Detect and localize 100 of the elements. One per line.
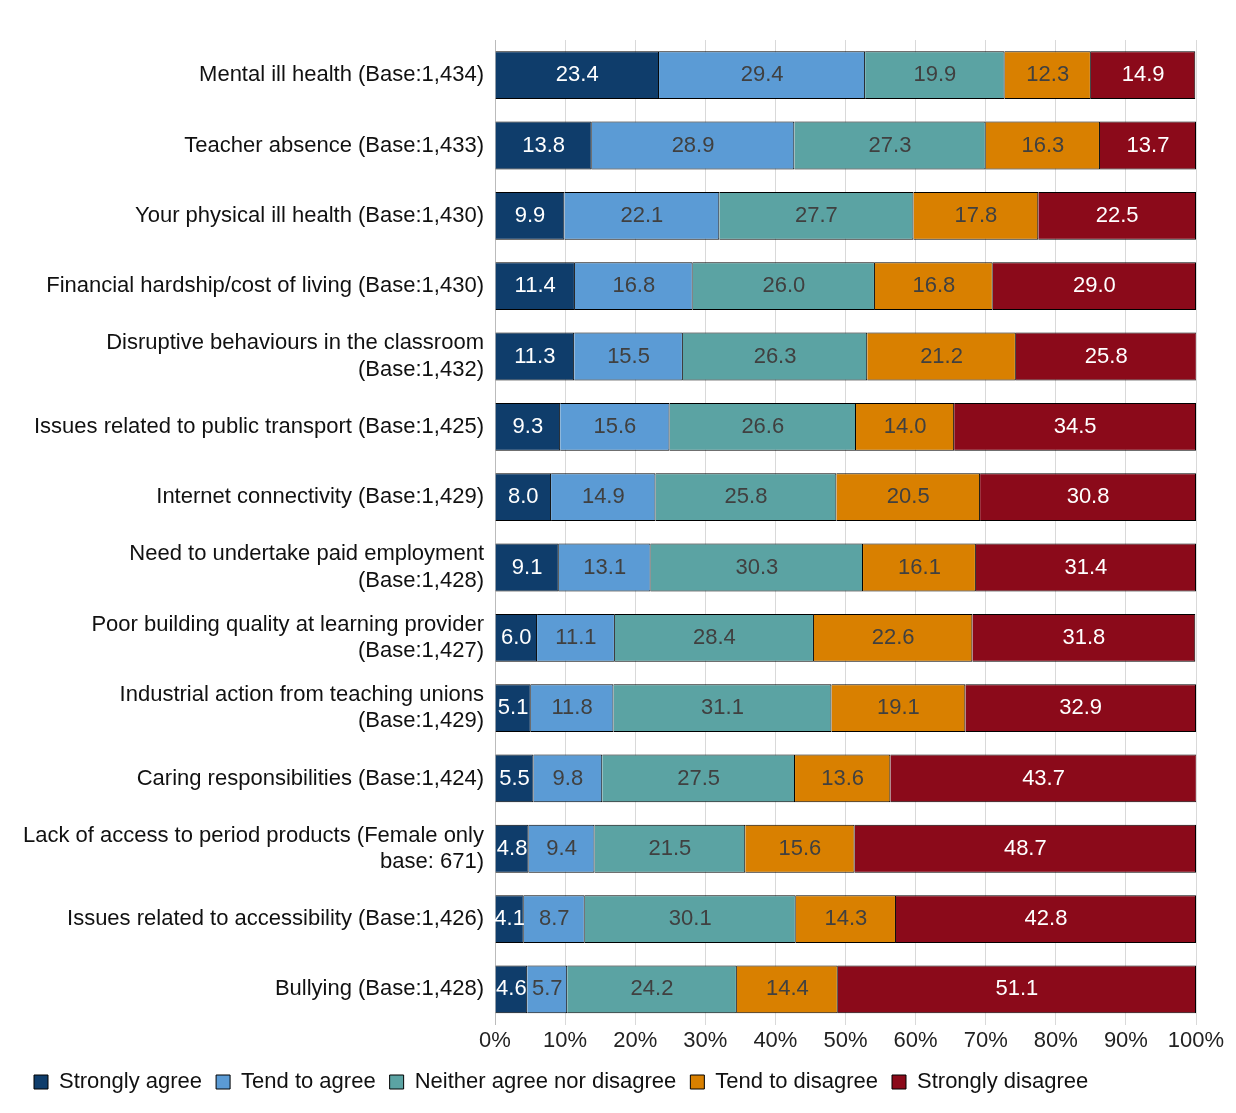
data-label: 9.8 xyxy=(552,764,584,790)
data-label: 27.3 xyxy=(868,131,912,157)
x-tick-label: 90% xyxy=(1103,1026,1148,1052)
x-tick-label: 80% xyxy=(1033,1026,1078,1052)
data-label: 5.1 xyxy=(497,694,529,720)
y-tick-label: Financial hardship/cost of living (Base:1,430) xyxy=(46,272,484,298)
data-label: 8.0 xyxy=(507,483,539,509)
data-label: 30.1 xyxy=(668,905,712,931)
y-tick-label: Internet connectivity (Base:1,429) xyxy=(156,483,484,509)
y-tick-label: Lack of access to period products (Female only base: 671) xyxy=(22,821,484,874)
data-label: 26.0 xyxy=(762,272,806,298)
data-label: 4.6 xyxy=(496,975,527,1001)
data-label: 15.6 xyxy=(593,412,637,438)
data-label: 25.8 xyxy=(724,483,768,509)
data-label: 9.3 xyxy=(512,412,544,438)
legend-label: Tend to agree xyxy=(241,1068,376,1094)
data-label: 14.3 xyxy=(824,905,868,931)
y-tick-label: Need to undertake paid employment (Base:1,428) xyxy=(129,540,484,592)
data-label: 16.8 xyxy=(612,272,656,298)
data-label: 9.4 xyxy=(546,834,577,860)
data-label: 13.1 xyxy=(583,553,627,579)
data-label: 27.5 xyxy=(677,764,721,790)
data-label: 12.3 xyxy=(1026,61,1070,87)
data-label: 43.7 xyxy=(1022,764,1065,790)
data-label: 51.1 xyxy=(995,975,1039,1001)
data-label: 30.3 xyxy=(735,553,779,579)
y-tick-label: Issues related to public transport (Base:1,425) xyxy=(33,412,484,438)
legend-label: Strongly disagree xyxy=(917,1068,1089,1094)
data-label: 13.7 xyxy=(1126,131,1170,157)
x-tick-label: 0% xyxy=(479,1026,511,1052)
data-label: 24.2 xyxy=(630,975,674,1001)
legend-label: Tend to disagree xyxy=(715,1068,879,1094)
y-tick-label: Issues related to accessibility (Base:1,426) xyxy=(67,905,484,931)
data-label: 26.3 xyxy=(753,342,797,368)
data-label: 30.8 xyxy=(1066,483,1110,509)
data-label: 28.9 xyxy=(671,131,715,157)
x-tick-label: 70% xyxy=(963,1026,1008,1052)
data-label: 31.4 xyxy=(1064,553,1108,579)
data-label: 28.4 xyxy=(693,623,736,649)
data-label: 8.7 xyxy=(538,905,570,931)
y-tick-label: Teacher absence (Base:1,433) xyxy=(184,131,484,157)
x-tick-label: 100% xyxy=(1167,1026,1225,1052)
data-label: 9.9 xyxy=(514,201,546,227)
data-label: 22.5 xyxy=(1095,201,1139,227)
y-tick-label: Disruptive behaviours in the classroom (Base:1,432) xyxy=(106,329,484,381)
x-tick-label: 10% xyxy=(543,1026,588,1052)
data-label: 14.4 xyxy=(765,975,809,1001)
data-label: 31.1 xyxy=(701,694,744,720)
data-label: 29.4 xyxy=(740,61,784,87)
data-label: 15.5 xyxy=(607,342,650,368)
data-label: 22.6 xyxy=(871,623,915,649)
y-tick-label: Your physical ill health (Base:1,430) xyxy=(135,201,484,227)
data-label: 21.5 xyxy=(648,834,692,860)
data-label: 21.2 xyxy=(920,342,963,368)
data-label: 29.0 xyxy=(1072,272,1116,298)
data-label: 9.1 xyxy=(511,553,543,579)
data-label: 17.8 xyxy=(954,201,998,227)
data-label: 23.4 xyxy=(555,61,599,87)
x-tick-label: 30% xyxy=(683,1026,728,1052)
data-label: 25.8 xyxy=(1084,342,1128,368)
x-tick-label: 60% xyxy=(893,1026,938,1052)
y-tick-label: Mental ill health (Base:1,434) xyxy=(199,61,484,87)
legend-label: Neither agree nor disagree xyxy=(414,1068,677,1094)
data-label: 16.1 xyxy=(898,553,941,579)
data-label: 48.7 xyxy=(1003,834,1047,860)
data-label: 34.5 xyxy=(1053,412,1097,438)
data-label: 16.8 xyxy=(912,272,956,298)
data-label: 14.9 xyxy=(1121,61,1165,87)
data-label: 11.8 xyxy=(551,694,593,720)
data-label: 11.4 xyxy=(514,272,556,298)
data-label: 13.6 xyxy=(821,764,865,790)
data-label: 5.5 xyxy=(499,764,530,790)
data-label: 15.6 xyxy=(778,834,822,860)
data-label: 5.7 xyxy=(531,975,563,1001)
data-label: 13.8 xyxy=(522,131,566,157)
data-label: 19.1 xyxy=(877,694,920,720)
data-label: 11.3 xyxy=(514,342,556,368)
legend-label: Strongly agree xyxy=(59,1068,203,1094)
y-tick-label: Bullying (Base:1,428) xyxy=(274,975,484,1001)
y-tick-label: Industrial action from teaching unions (Base:1,429) xyxy=(119,680,484,733)
y-tick-label: Caring responsibilities (Base:1,424) xyxy=(136,764,484,790)
data-label: 20.5 xyxy=(886,483,930,509)
y-tick-label: Poor building quality at learning provider (Base:1,427) xyxy=(91,610,484,663)
data-label: 4.8 xyxy=(496,834,528,860)
data-label: 14.0 xyxy=(883,412,927,438)
data-label: 11.1 xyxy=(555,623,597,649)
data-label: 4.1 xyxy=(494,905,525,931)
data-label: 32.9 xyxy=(1059,694,1103,720)
x-tick-label: 40% xyxy=(753,1026,798,1052)
data-label: 19.9 xyxy=(913,61,957,87)
x-tick-label: 50% xyxy=(823,1026,868,1052)
data-label: 6.0 xyxy=(500,623,532,649)
data-label: 31.8 xyxy=(1062,623,1106,649)
data-label: 42.8 xyxy=(1024,905,1068,931)
data-label: 26.6 xyxy=(741,412,785,438)
data-label: 16.3 xyxy=(1021,131,1065,157)
data-label: 22.1 xyxy=(620,201,664,227)
x-tick-label: 20% xyxy=(613,1026,658,1052)
data-label: 27.7 xyxy=(794,201,838,227)
data-label: 14.9 xyxy=(581,483,625,509)
